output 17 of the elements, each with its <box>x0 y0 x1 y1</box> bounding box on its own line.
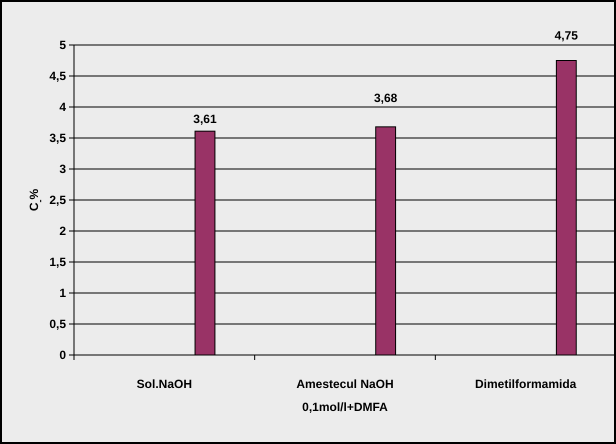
y-tick-label: 1 <box>59 286 66 300</box>
y-tick-label: 3 <box>59 162 66 176</box>
y-tick-label: 0,5 <box>49 316 66 331</box>
y-tick-label: 2,5 <box>49 192 66 207</box>
data-label: 3,61 <box>193 112 217 126</box>
y-tick-label: 0 <box>59 348 66 362</box>
data-label: 4,75 <box>554 28 578 42</box>
x-tick-label: Dimetilformamida <box>474 377 577 391</box>
x-tick-label: Sol.NaOH <box>136 377 192 391</box>
y-tick-label: 1,5 <box>49 254 66 269</box>
y-tick-label: 5 <box>59 38 66 52</box>
y-tick-label: 2 <box>59 224 66 238</box>
x-tick-label: Amestecul NaOH 0,1mol/l+DMFA <box>296 377 394 414</box>
y-tick-label: 4 <box>59 100 66 114</box>
y-tick-label: 3,5 <box>49 130 66 145</box>
y-tick-label: 4,5 <box>49 68 66 83</box>
data-label: 3,68 <box>374 90 398 105</box>
